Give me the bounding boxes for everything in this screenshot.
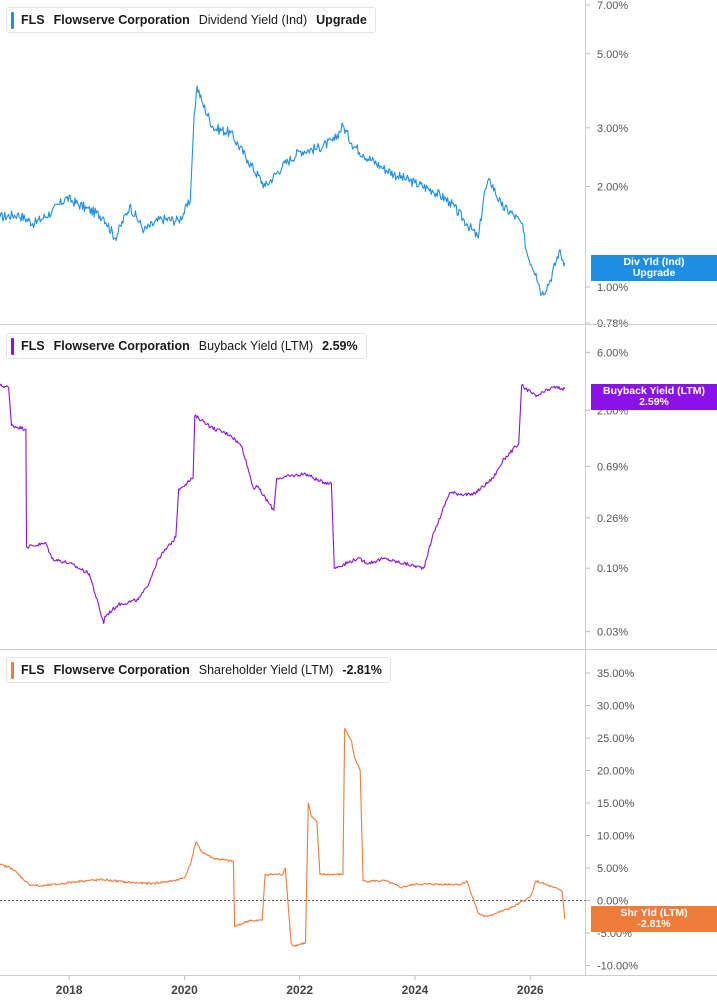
legend-value: 2.59% [322,339,358,353]
y-tick-label: 0.69% [597,461,628,473]
y-tick-label: 0.03% [597,627,628,639]
value-tag-buyback: Buyback Yield (LTM) 2.59% [591,383,717,410]
y-tick-label: 30.00% [597,701,635,713]
x-tick-label: 2018 [56,983,83,997]
legend-ticker: FLS [21,13,45,27]
legend-ticker: FLS [21,663,45,677]
tag-line-label: Div Yld (Ind) [623,256,685,268]
legend-dividend-yield: FLS Flowserve Corporation Dividend Yield… [6,7,376,33]
value-tag-dividend: Div Yld (Ind) Upgrade [591,255,717,281]
y-tick-label: -10.00% [597,961,638,973]
legend-shareholder-yield: FLS Flowserve Corporation Shareholder Yi… [6,657,391,683]
y-tick-label: 10.00% [597,831,635,843]
series-line [0,727,566,947]
series-line [0,383,566,625]
tag-line-label: Buyback Yield (LTM) [603,384,705,397]
y-tick-label: 2.00% [597,182,628,194]
y-tick-label: 7.00% [597,0,628,12]
y-tick-label: 0.00% [597,896,628,908]
legend-company: Flowserve Corporation [53,13,190,27]
legend-metric: Dividend Yield (Ind) [198,13,308,27]
legend-metric: Buyback Yield (LTM) [198,339,314,353]
legend-value: -2.81% [342,663,382,677]
y-tick-label: 25.00% [597,733,635,745]
tag-line-value: -2.81% [637,917,671,930]
legend-swatch-dividend [11,12,14,29]
tag-line-value: Upgrade [632,267,676,279]
y-tick-label: 35.00% [597,668,635,680]
tag-line-label: Shr Yld (LTM) [620,906,688,919]
x-tick-label: 2020 [171,983,198,997]
y-tick-label: 20.00% [597,766,635,778]
tag-line-value: 2.59% [639,395,669,408]
legend-swatch-shareholder [11,662,14,679]
series-line [0,85,566,296]
x-tick-label: 2024 [402,983,429,997]
legend-metric: Shareholder Yield (LTM) [198,663,334,677]
y-tick-label: 0.10% [597,563,628,575]
x-tick-label: 2022 [286,983,313,997]
panel-3: 35.00% 30.00% 25.00% 20.00% 15.00% 10.00% 5.00… [0,649,717,975]
legend-company: Flowserve Corporation [53,663,190,677]
y-tick-label: 6.00% [597,347,628,359]
legend-value-link[interactable]: Upgrade [316,13,367,27]
panel-2: 6.00%2.00%0.69%0.26%0.10%0.03% [0,324,717,649]
panel-1: 7.00%5.00%3.00%2.00%1.00%0.78% [0,0,628,330]
value-tag-shareholder: Shr Yld (LTM) -2.81% [591,905,717,932]
y-tick-label: 15.00% [597,798,635,810]
legend-buyback-yield: FLS Flowserve Corporation Buyback Yield … [6,333,367,359]
x-axis: 2018 2020 2022 2024 2026 [0,975,717,997]
y-tick-label: 5.00% [597,863,628,875]
legend-ticker: FLS [21,339,45,353]
x-tick-label: 2026 [517,983,544,997]
y-tick-label: 0.26% [597,513,628,525]
legend-swatch-buyback [11,338,14,355]
y-tick-label: 1.00% [597,282,628,294]
y-tick-label: 5.00% [597,49,628,61]
y-tick-label: 3.00% [597,123,628,135]
legend-company: Flowserve Corporation [53,339,190,353]
